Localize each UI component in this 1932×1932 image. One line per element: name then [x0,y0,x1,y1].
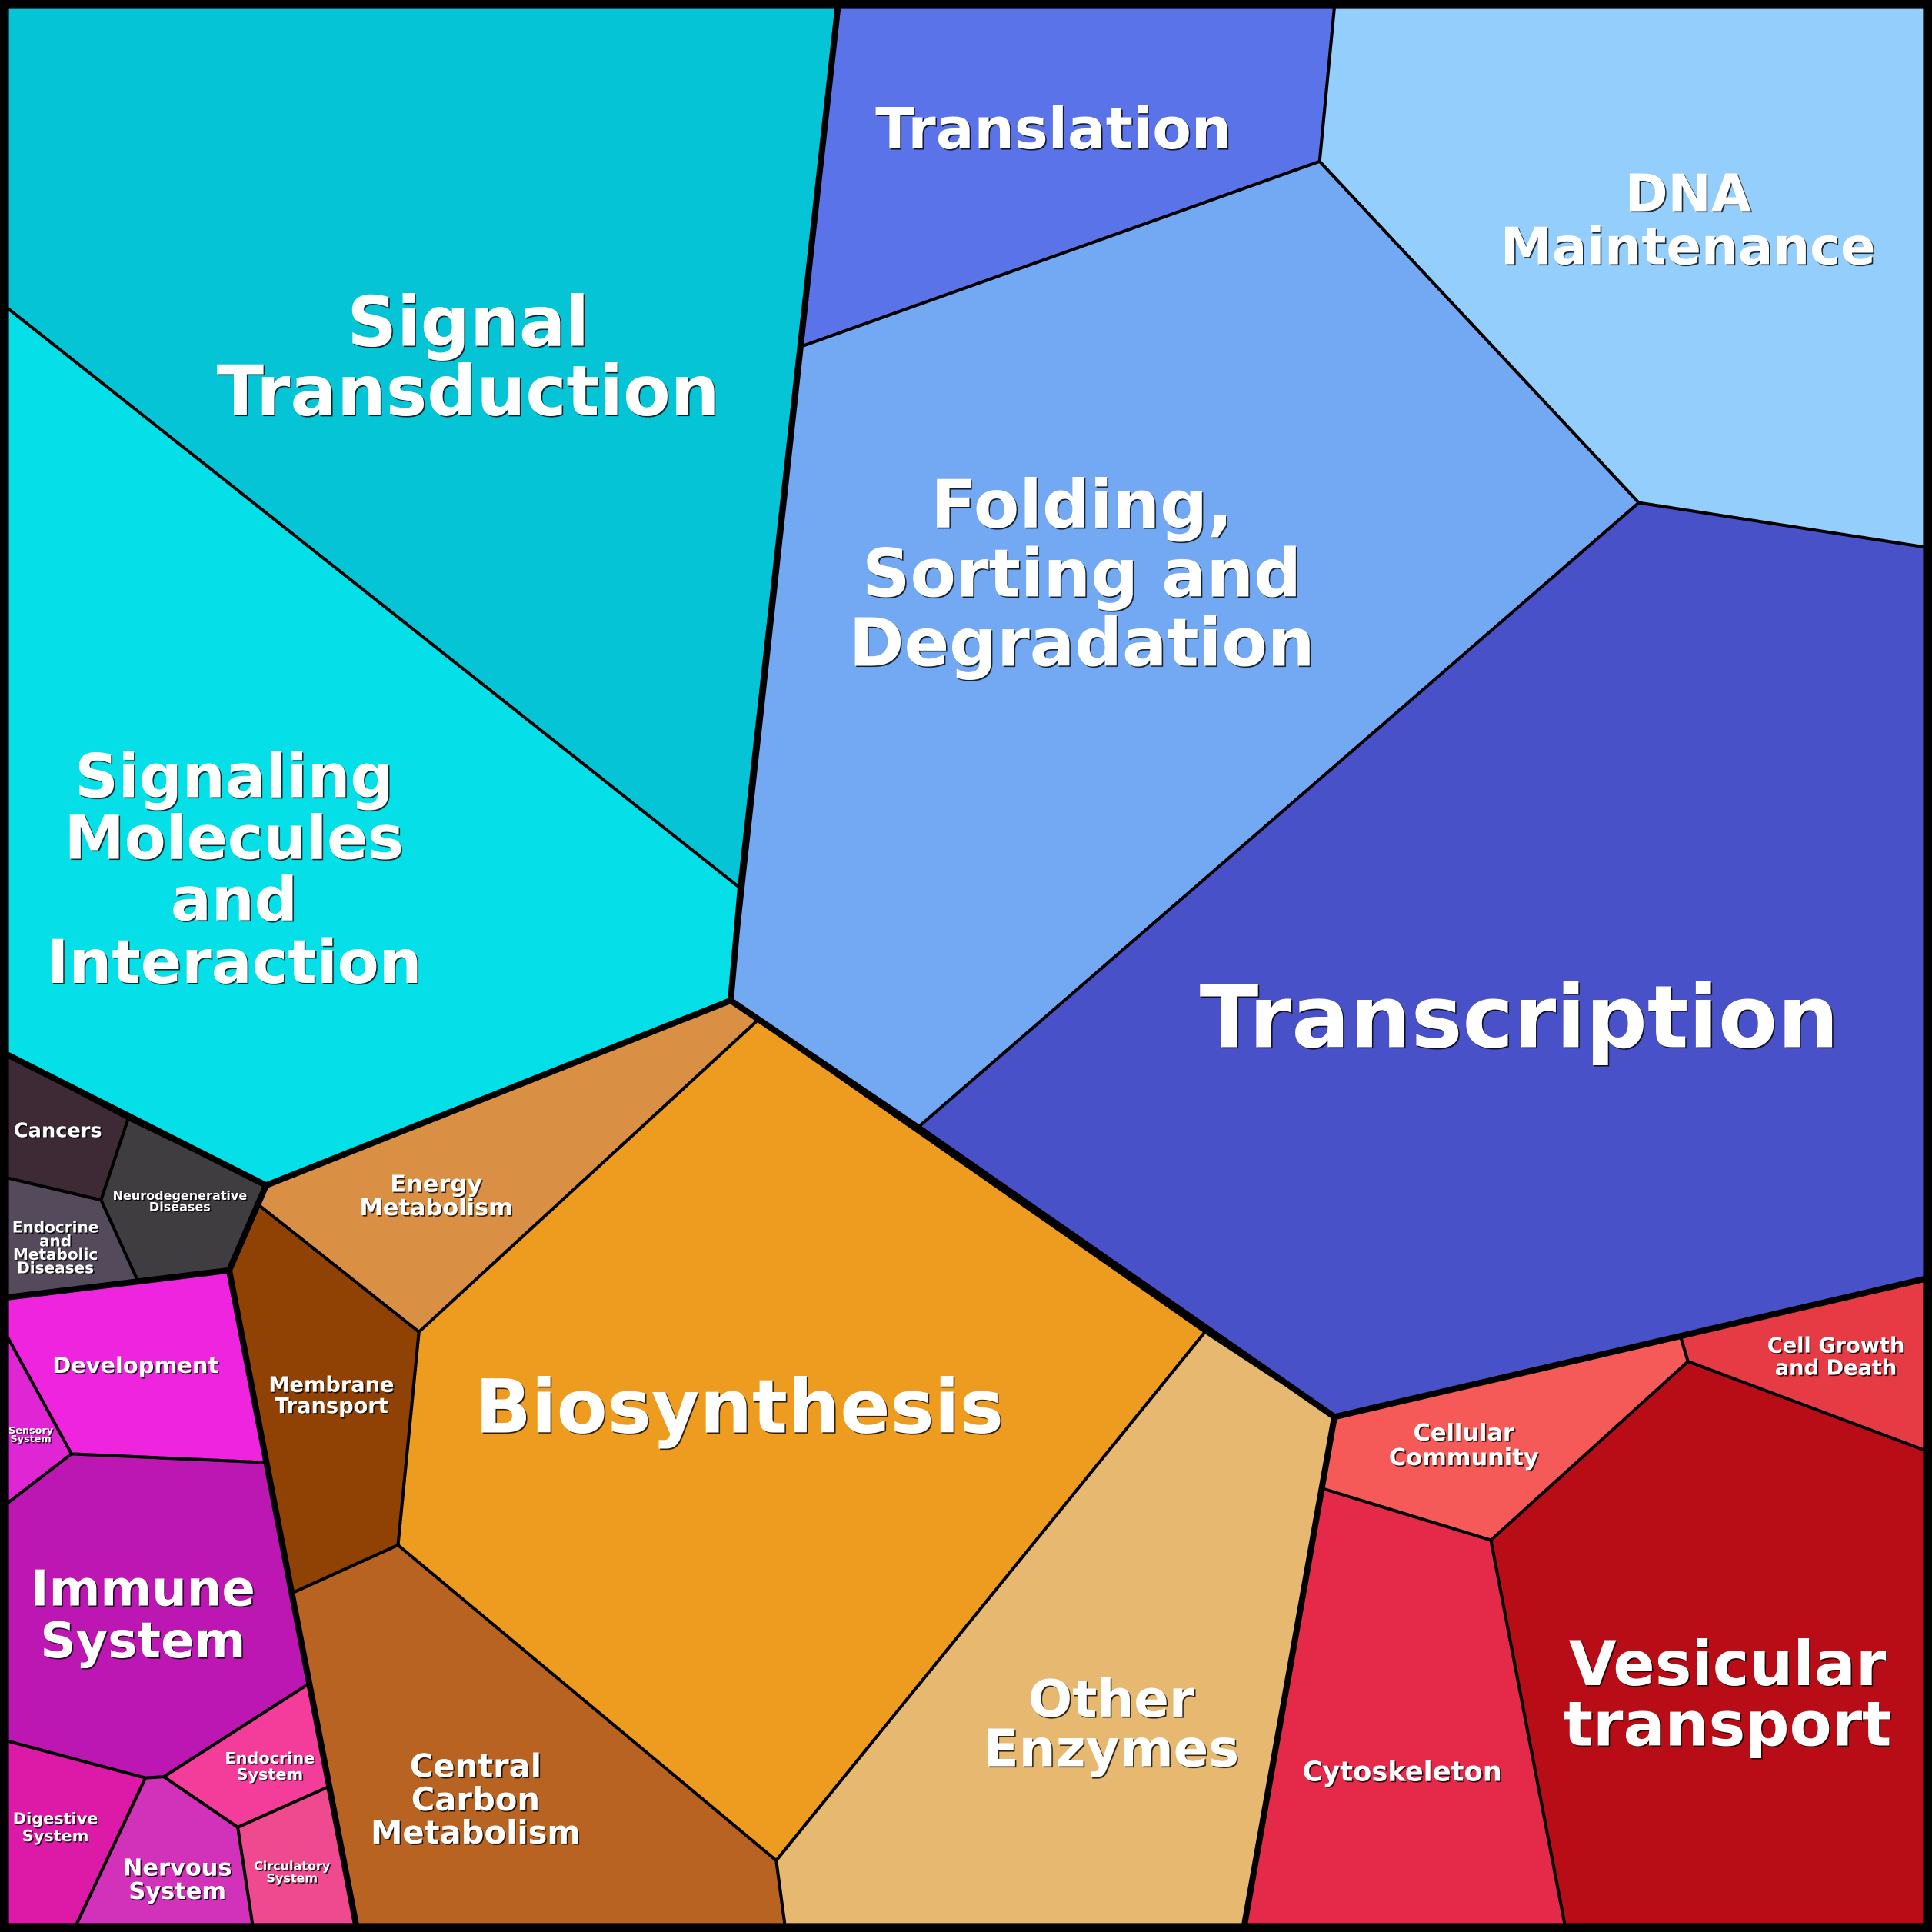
label-line: DNA [1625,164,1751,224]
label-cellular-community: Cellular Community [1389,1420,1539,1471]
label-line: System [40,1613,245,1670]
label-line: Metabolism [359,1194,512,1221]
label-line: Community [1389,1444,1539,1471]
label-line: Energy [390,1171,482,1198]
label-line: Transduction [217,351,720,431]
label-line: Transport [275,1394,388,1417]
label-line: Transcription [1200,968,1839,1068]
label-line: Neurodegenerative [113,1188,248,1202]
label-cancers: Cancers [14,1120,102,1143]
label-line: Diseases [17,1259,94,1277]
label-line: Membrane [268,1373,394,1397]
label-line: Metabolic [13,1245,98,1264]
label-line: System [10,1434,51,1445]
label-line: Other [1028,1669,1194,1729]
label-line: Carbon [411,1780,540,1817]
label-central-carbon: Central Carbon Metabolism [371,1747,581,1851]
label-cell-growth: Cell Growth and Death [1767,1334,1905,1380]
label-folding: Folding, Sorting and Degradation [849,467,1315,681]
label-line: Translation [875,97,1231,162]
label-dna-maintenance: DNA Maintenance [1501,164,1876,277]
label-line: Endocrine [12,1218,98,1237]
label-endocrine-metabolic: Endocrine and Metabolic Diseases [12,1218,98,1277]
label-line: Vesicular [1569,1627,1887,1699]
label-line: Interaction [46,927,421,998]
label-biosynthesis: Biosynthesis [475,1364,1004,1451]
label-line: System [22,1827,89,1845]
label-line: and Death [1775,1356,1897,1380]
label-development: Development [52,1352,218,1378]
label-translation: Translation [875,97,1231,162]
label-endocrine-system: Endocrine System [225,1749,315,1784]
label-line: Molecules [65,802,405,873]
label-line: Signaling [75,741,393,811]
label-sensory: Sensory System [8,1424,54,1444]
label-line: Biosynthesis [475,1364,1004,1451]
label-vesicular: Vesicular transport [1564,1627,1892,1760]
label-line: System [128,1878,226,1905]
label-line: Diseases [149,1199,211,1214]
group-borders [4,4,1928,1928]
label-energy-metabolism: Energy Metabolism [359,1171,512,1221]
label-line: Sensory [8,1424,54,1436]
label-line: Immune [31,1561,255,1618]
label-line: Enzymes [984,1718,1240,1778]
label-circulatory: Circulatory System [254,1858,331,1885]
label-line: Metabolism [371,1814,581,1851]
label-line: Central [410,1747,541,1784]
label-other-enzymes: Other Enzymes [984,1669,1240,1778]
label-line: Cancers [14,1120,102,1143]
label-line: Circulatory [254,1858,331,1873]
label-membrane-transport: Membrane Transport [268,1373,394,1417]
label-neurodegenerative: Neurodegenerative Diseases [113,1188,248,1213]
label-line: and [171,864,298,934]
label-line: Degradation [849,605,1315,681]
label-line: Folding, [931,467,1233,544]
label-line: System [236,1765,303,1784]
label-line: System [266,1870,318,1885]
label-signaling-molecules: Signaling Molecules and Interaction [46,741,421,998]
label-line: Signal [347,283,589,363]
label-line: and [39,1231,72,1250]
label-digestive: Digestive System [13,1810,98,1845]
label-line: Maintenance [1501,216,1876,276]
label-line: Cytoskeleton [1302,1756,1501,1787]
label-line: Nervous [123,1854,232,1881]
label-line: Cellular [1414,1420,1514,1447]
label-line: Cell Growth [1767,1334,1905,1357]
label-signal-transduction: Signal Transduction [217,283,720,432]
label-transcription: Transcription [1200,968,1839,1068]
label-nervous: Nervous System [123,1854,232,1904]
label-line: Endocrine [225,1749,315,1767]
label-line: Digestive [13,1810,98,1828]
label-immune: Immune System [31,1561,255,1670]
label-line: Development [52,1352,218,1378]
label-line: transport [1564,1688,1892,1760]
label-cytoskeleton: Cytoskeleton [1302,1756,1501,1787]
label-line: Sorting and [862,536,1301,613]
